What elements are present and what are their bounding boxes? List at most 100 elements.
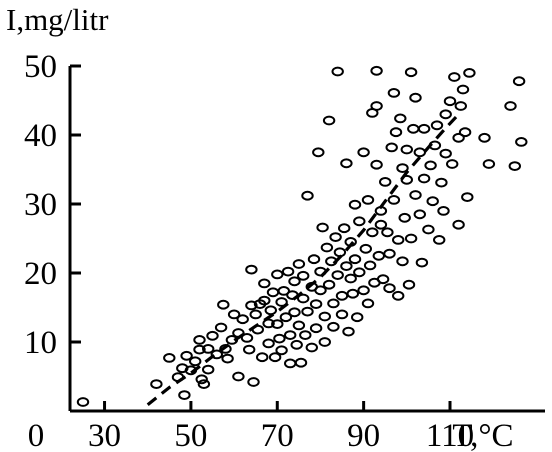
data-point (227, 309, 241, 320)
data-point (478, 132, 491, 143)
data-point (290, 339, 303, 350)
data-point (331, 66, 344, 77)
data-point (353, 267, 366, 278)
data-point (318, 337, 331, 347)
data-point (163, 353, 176, 363)
data-point (357, 147, 370, 158)
data-point (335, 290, 349, 301)
x-axis-title: T,°C (452, 418, 513, 452)
data-point (279, 312, 293, 323)
data-point (292, 320, 306, 331)
data-point (266, 287, 280, 298)
data-point (344, 273, 357, 284)
data-point (396, 256, 409, 267)
data-point (180, 350, 193, 361)
data-point (426, 196, 439, 207)
data-point (346, 288, 359, 299)
data-point (301, 190, 314, 201)
data-point (404, 233, 418, 244)
data-point (258, 278, 271, 289)
data-point (202, 344, 215, 354)
data-point (348, 254, 362, 265)
data-point (372, 250, 385, 261)
data-point (456, 84, 470, 95)
data-point (385, 142, 398, 153)
data-point (314, 285, 327, 296)
data-point (508, 161, 521, 172)
data-point (430, 120, 444, 131)
data-point (288, 276, 301, 287)
y-tick-label: 10 (24, 325, 57, 361)
data-point (335, 309, 349, 320)
data-point (322, 279, 336, 290)
data-point (400, 144, 413, 155)
data-point (398, 212, 411, 223)
data-point (435, 177, 448, 188)
data-point (415, 257, 429, 268)
axes-layer: I,mg/litr T,°C 0 10 20 30 40 50 30 50 70 90 110 (6, 2, 545, 452)
data-point (409, 190, 422, 200)
data-point (376, 274, 390, 285)
data-point (383, 248, 396, 259)
data-point (236, 314, 249, 325)
data-point (217, 299, 230, 310)
data-point (275, 297, 288, 307)
data-point (404, 67, 418, 78)
data-point (413, 209, 426, 220)
data-point (210, 349, 224, 360)
data-point (392, 290, 405, 301)
data-point (281, 266, 295, 277)
data-point (322, 115, 336, 126)
data-point (256, 352, 269, 363)
data-point (206, 330, 219, 341)
data-point (243, 344, 256, 355)
data-point (351, 312, 364, 323)
data-point (305, 342, 318, 353)
data-point (482, 159, 496, 169)
data-point (312, 147, 325, 158)
data-point (264, 305, 277, 316)
x-tick-label: 90 (347, 418, 380, 452)
data-point (327, 298, 340, 309)
x-tick-label: 50 (174, 418, 207, 452)
data-point (512, 76, 526, 87)
data-point (437, 206, 450, 216)
data-point (271, 319, 284, 330)
data-point (316, 222, 329, 233)
data-point (383, 283, 396, 294)
data-point (448, 72, 461, 82)
data-point (262, 338, 275, 349)
data-point (402, 279, 416, 290)
data-point (320, 242, 334, 253)
data-point (214, 322, 228, 333)
data-point (515, 137, 528, 147)
data-point (309, 299, 323, 310)
y-tick-label: 40 (24, 118, 57, 154)
data-point (331, 270, 344, 281)
data-point (292, 259, 306, 269)
data-point (504, 101, 517, 111)
data-point (370, 65, 383, 76)
data-point (299, 330, 312, 341)
data-point (193, 344, 206, 355)
data-point (409, 92, 422, 103)
data-point (318, 311, 331, 322)
data-point (221, 353, 234, 364)
data-point (273, 333, 286, 344)
data-point (178, 390, 191, 401)
data-point (329, 232, 342, 243)
data-point (417, 123, 431, 134)
data-point (389, 127, 403, 138)
y-tick-label: 30 (24, 187, 57, 223)
data-point (197, 379, 211, 390)
data-point (424, 160, 437, 171)
data-point (275, 345, 288, 356)
data-point (392, 235, 405, 245)
data-point (458, 127, 472, 138)
data-point (461, 192, 474, 203)
data-point (258, 295, 271, 306)
data-point (413, 147, 426, 158)
scatter-points (76, 65, 528, 407)
data-point (446, 159, 459, 169)
data-point (452, 219, 465, 230)
